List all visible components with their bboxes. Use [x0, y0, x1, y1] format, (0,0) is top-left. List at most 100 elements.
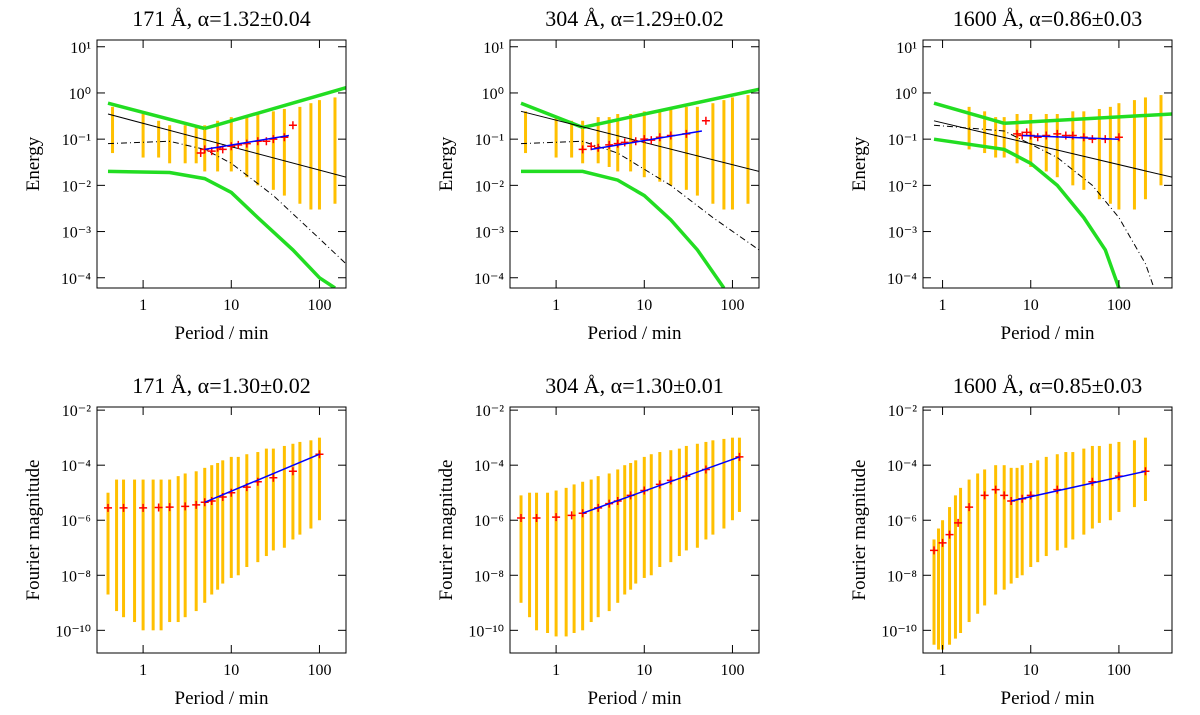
y-axis-label: Energy: [436, 136, 457, 191]
plus-marker: [1000, 491, 1009, 500]
plot-area: [520, 87, 759, 288]
plot-area: [517, 437, 744, 637]
range-bar: [730, 437, 734, 521]
range-bar: [695, 106, 699, 196]
range-bar: [282, 108, 286, 196]
curve: [107, 101, 206, 131]
range-bar: [298, 106, 302, 204]
plot-area: [933, 95, 1172, 288]
y-tick-label: 10⁰: [895, 86, 917, 103]
range-bar: [291, 443, 295, 540]
range-bar: [183, 473, 187, 618]
y-tick-label: 10⁻²: [62, 403, 91, 420]
plus-marker: [288, 121, 297, 130]
range-bar: [157, 120, 161, 158]
range-bar: [953, 495, 957, 639]
x-tick-label: 100: [1107, 662, 1131, 679]
panel: 1 10 100 10¹ 10⁰ 10⁻¹ 10⁻² 10⁻³ 10⁻⁴ 1600 Å, α=0.…: [849, 6, 1173, 344]
plot-frame: [509, 39, 760, 289]
range-bar: [519, 495, 523, 603]
range-bar: [1029, 463, 1033, 567]
plus-marker: [154, 503, 163, 512]
range-bar: [937, 528, 941, 650]
y-tick-label: 10⁻¹⁰: [55, 623, 91, 640]
plus-marker: [620, 138, 629, 147]
y-tick-label: 10⁻²: [475, 178, 504, 195]
panel: 1 10 100 10¹ 10⁰ 10⁻¹ 10⁻² 10⁻³ 10⁻⁴ 304 Å, α=1.2…: [436, 6, 760, 344]
range-bar: [1117, 103, 1121, 210]
range-bar: [948, 507, 952, 645]
range-bar: [333, 97, 337, 204]
range-bar: [1097, 445, 1101, 523]
range-bar: [115, 479, 119, 612]
x-tick-label: 10: [636, 297, 652, 314]
plus-marker: [288, 467, 297, 476]
curve: [107, 169, 336, 288]
range-bar: [684, 445, 688, 551]
range-bar: [317, 100, 321, 210]
y-tick-label: 10⁻³: [888, 225, 917, 242]
y-tick-label: 10⁰: [69, 86, 91, 103]
range-bar: [932, 539, 936, 645]
x-tick-label: 10: [636, 662, 652, 679]
x-axis-label: Period / min: [175, 323, 269, 344]
y-axis-label: Fourier magnitude: [436, 460, 457, 601]
x-tick-label: 1: [939, 297, 947, 314]
plus-marker: [1088, 135, 1097, 144]
range-bar: [524, 111, 528, 154]
x-axis-label: Period / min: [1001, 688, 1095, 709]
range-bar: [1143, 97, 1147, 200]
plus-marker: [954, 518, 963, 527]
range-bar: [669, 450, 673, 563]
range-bar: [669, 108, 673, 186]
plus-marker: [269, 473, 278, 482]
plus-marker: [945, 530, 954, 539]
range-bar: [151, 479, 155, 631]
range-bar: [711, 440, 715, 535]
range-bar: [642, 111, 646, 178]
y-tick-label: 10⁻⁸: [887, 568, 917, 585]
plus-marker: [139, 503, 148, 512]
plus-marker: [930, 546, 939, 555]
x-tick-label: 10: [1023, 297, 1039, 314]
y-tick-label: 10⁰: [482, 86, 504, 103]
y-tick-label: 10¹: [483, 40, 504, 57]
range-bar: [1071, 111, 1075, 186]
panel-title: 171 Å, α=1.32±0.04: [132, 6, 310, 31]
range-bar: [1090, 445, 1094, 529]
plus-marker: [640, 135, 649, 144]
range-bar: [229, 456, 233, 578]
panel-title: 1600 Å, α=0.85±0.03: [953, 373, 1142, 398]
range-bar: [677, 448, 681, 557]
y-tick-label: 10⁻⁶: [474, 513, 504, 530]
y-tick-label: 10⁻⁶: [887, 513, 917, 530]
plot-frame: [922, 39, 1173, 289]
range-bar: [264, 448, 268, 557]
x-axis-label: Period / min: [1001, 323, 1095, 344]
x-tick-label: 100: [720, 297, 744, 314]
range-bar: [1009, 467, 1013, 584]
y-tick-label: 10⁻³: [62, 225, 91, 242]
range-bar: [722, 100, 726, 210]
range-bar: [1082, 111, 1086, 190]
x-tick-label: 1: [552, 297, 560, 314]
range-bar: [658, 452, 662, 567]
plus-marker: [938, 538, 947, 547]
y-axis-label: Fourier magnitude: [23, 460, 44, 601]
plus-marker: [1061, 131, 1070, 140]
y-tick-label: 10⁻⁴: [61, 271, 91, 288]
range-bar: [298, 441, 302, 535]
range-bar: [236, 456, 240, 576]
plus-marker: [991, 485, 1000, 494]
plus-marker: [735, 452, 744, 461]
range-bar: [629, 463, 633, 590]
plus-marker: [552, 513, 561, 522]
x-tick-label: 100: [307, 297, 331, 314]
x-axis-label: Period / min: [588, 688, 682, 709]
y-tick-label: 10⁻¹: [888, 132, 917, 149]
range-bar: [570, 120, 574, 158]
range-bar: [546, 492, 550, 633]
range-bar: [309, 440, 313, 529]
panel-title: 171 Å, α=1.30±0.02: [132, 373, 310, 398]
plot-area: [104, 437, 324, 631]
